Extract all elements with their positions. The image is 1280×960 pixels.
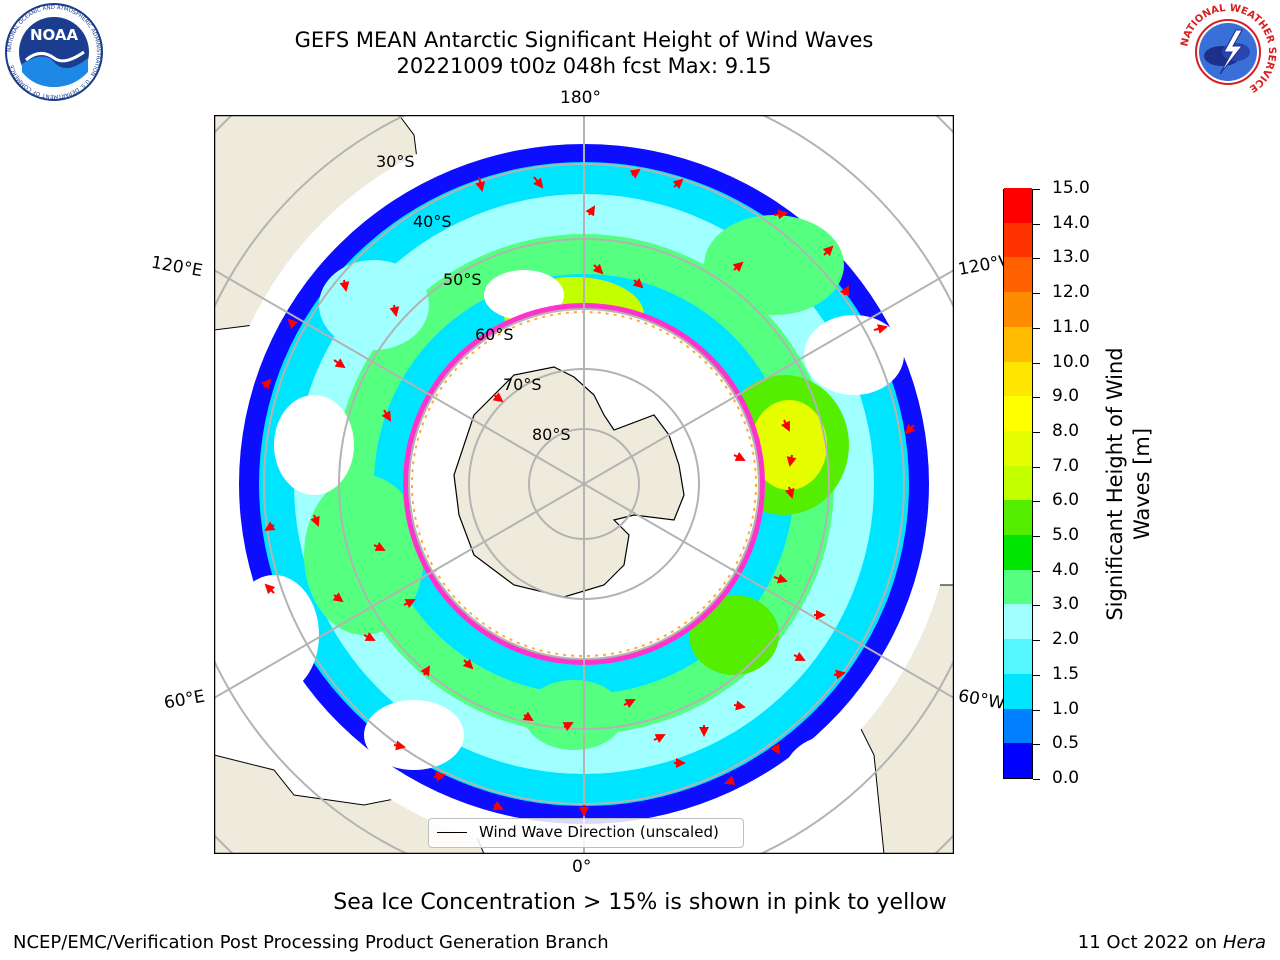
colorbar-tick-label: 5.0 [1052, 525, 1080, 546]
colorbar-tick [1033, 570, 1040, 572]
colorbar-tick-label: 0.0 [1052, 768, 1080, 788]
colorbar-tick [1033, 744, 1040, 746]
colorbar-tick-label: 14.0 [1052, 212, 1090, 233]
colorbar-tick [1033, 293, 1040, 295]
colorbar-tick-label: 11.0 [1052, 316, 1090, 337]
lon-label-60e: 60°E [162, 686, 207, 714]
colorbar-segment [1004, 743, 1032, 778]
chart-subtitle: 20221009 t00z 048h fcst Max: 9.15 [396, 54, 772, 78]
colorbar-tick-label: 7.0 [1052, 455, 1080, 476]
colorbar-segment [1004, 465, 1032, 501]
colorbar-tick [1033, 709, 1040, 711]
noaa-logo-icon: NOAA NATIONAL OCEANIC AND ATMOSPHERIC AD… [5, 3, 103, 101]
colorbar-segment [1004, 569, 1032, 605]
lon-label-0: 0° [572, 857, 592, 877]
colorbar-tick-label: 0.5 [1052, 733, 1080, 754]
polar-map [214, 115, 954, 854]
colorbar-tick [1033, 397, 1040, 399]
colorbar-tick [1033, 189, 1040, 190]
map-legend: Wind Wave Direction (unscaled) [428, 818, 744, 848]
colorbar-title-line2: Waves [m] [1130, 427, 1154, 541]
colorbar-tick [1033, 779, 1040, 780]
lat-label-60s: 60°S [475, 325, 514, 344]
colorbar-tick [1033, 640, 1040, 642]
wave-direction-arrows [260, 168, 916, 817]
colorbar-segment [1004, 673, 1032, 709]
colorbar-segment [1004, 257, 1032, 293]
colorbar-tick-label: 13.0 [1052, 247, 1090, 268]
colorbar-segment [1004, 395, 1032, 431]
colorbar-segment [1004, 291, 1032, 327]
colorbar-segment [1004, 500, 1032, 536]
chart-title: GEFS MEAN Antarctic Significant Height o… [294, 28, 874, 52]
colorbar-tick [1033, 327, 1040, 329]
colorbar-tick-label: 12.0 [1052, 282, 1090, 303]
lat-label-80s: 80°S [532, 425, 571, 444]
colorbar-tick [1033, 501, 1040, 503]
colorbar-segment [1004, 187, 1032, 223]
lat-label-40s: 40°S [413, 212, 452, 231]
colorbar-segment [1004, 430, 1032, 466]
colorbar-tick-label: 10.0 [1052, 351, 1090, 372]
colorbar-segment [1004, 361, 1032, 397]
colorbar-tick [1033, 536, 1040, 538]
legend-label: Wind Wave Direction (unscaled) [479, 823, 719, 841]
colorbar-tick-label: 3.0 [1052, 594, 1080, 615]
colorbar-tick-label: 2.0 [1052, 629, 1080, 650]
colorbar-tick [1033, 674, 1040, 676]
lat-label-50s: 50°S [443, 270, 482, 289]
colorbar-tick-label: 6.0 [1052, 490, 1080, 511]
colorbar-segment [1004, 638, 1032, 674]
colorbar-segment [1004, 222, 1032, 258]
sea-ice-note: Sea Ice Concentration > 15% is shown in … [333, 890, 947, 915]
colorbar-tick-label: 1.5 [1052, 663, 1080, 684]
lat-label-30s: 30°S [376, 152, 415, 171]
footer-branch: NCEP/EMC/Verification Post Processing Pr… [13, 932, 609, 953]
colorbar-title: Significant Height of Wind Waves [m] [1102, 347, 1156, 620]
colorbar-tick-label: 9.0 [1052, 386, 1080, 407]
colorbar-tick [1033, 605, 1040, 607]
noaa-logo-text: NOAA [30, 26, 79, 44]
land-antarctica [453, 366, 685, 598]
colorbar-tick [1033, 223, 1040, 225]
lon-label-60w: 60°W [956, 686, 1007, 714]
footer-date: 11 Oct 2022 on Hera [1078, 932, 1266, 953]
footer-date-text: 11 Oct 2022 on [1077, 932, 1223, 953]
colorbar-tick-label: 15.0 [1052, 178, 1090, 198]
lon-label-180: 180° [560, 88, 601, 108]
colorbar-segment [1004, 326, 1032, 362]
colorbar-segment [1004, 534, 1032, 570]
footer-machine: Hera [1222, 932, 1266, 953]
lat-label-70s: 70°S [503, 375, 542, 394]
colorbar-tick-label: 4.0 [1052, 559, 1080, 580]
lon-label-120e: 120°E [149, 252, 205, 282]
colorbar-tick [1033, 466, 1040, 468]
colorbar-tick [1033, 258, 1040, 260]
colorbar-title-line1: Significant Height of Wind [1103, 347, 1127, 621]
colorbar-tick [1033, 362, 1040, 364]
colorbar-tick-label: 1.0 [1052, 698, 1080, 719]
colorbar-segment [1004, 604, 1032, 640]
colorbar-tick [1033, 431, 1040, 433]
nws-logo-icon: NATIONAL WEATHER SERVICE [1179, 3, 1277, 100]
colorbar-tick-label: 8.0 [1052, 420, 1080, 441]
colorbar [1003, 187, 1033, 779]
legend-line-sample [437, 832, 467, 833]
colorbar-segment [1004, 708, 1032, 744]
